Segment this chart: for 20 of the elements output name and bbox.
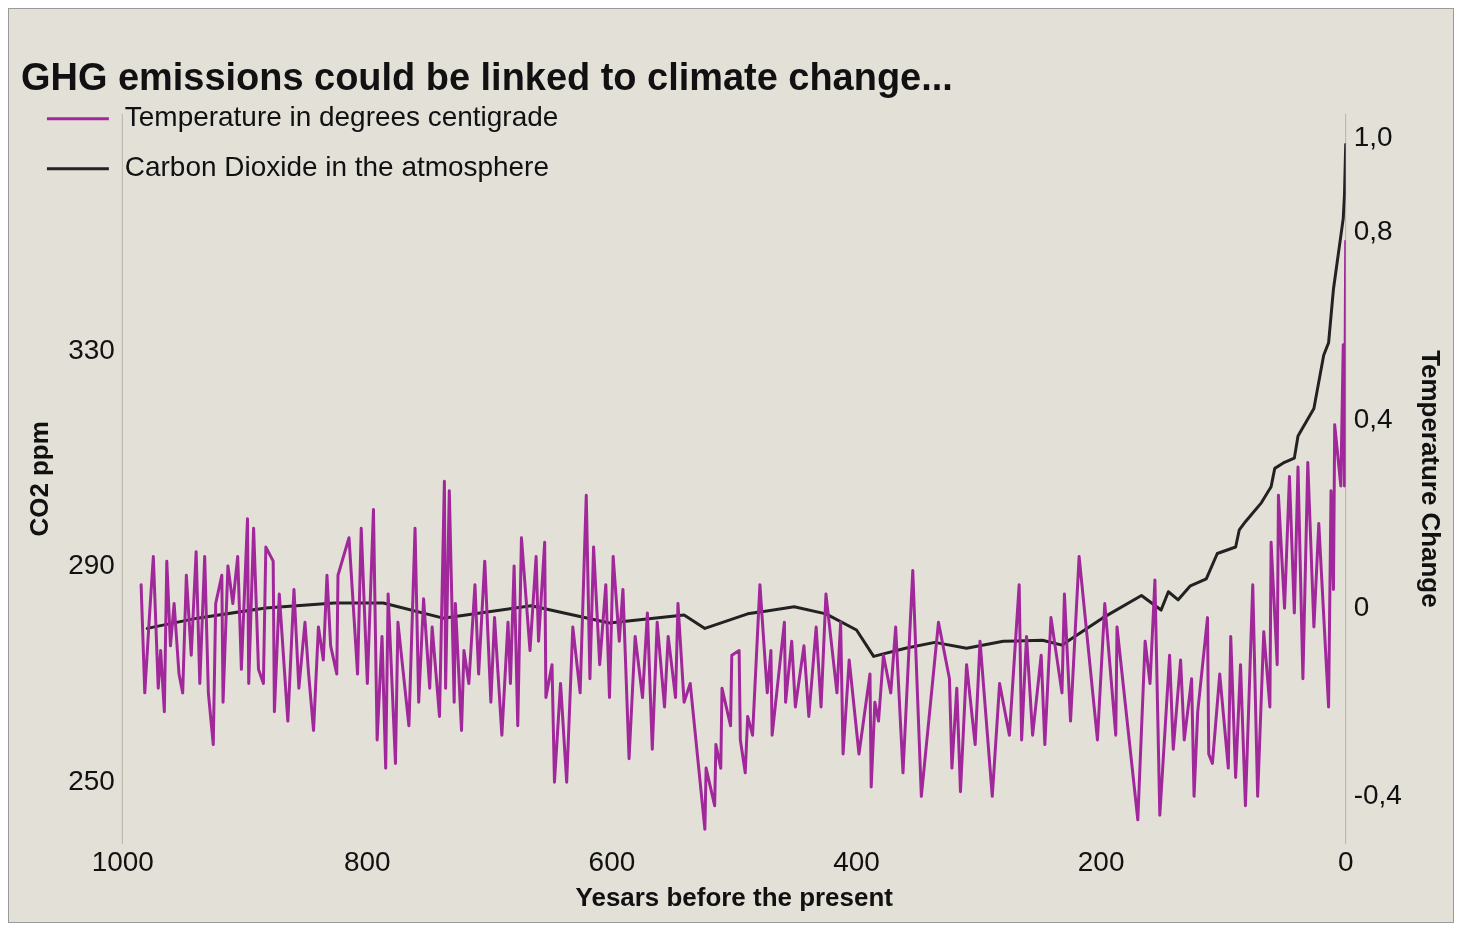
chart-title: GHG emissions could be linked to climate change...	[20, 56, 953, 99]
y2-tick-label: 0,4	[1353, 402, 1393, 434]
x-tick-label: 0	[1337, 845, 1354, 877]
x-tick-label: 200	[1077, 845, 1125, 877]
y-tick-label: 330	[68, 333, 115, 365]
legend-label: Temperature in degrees centigrade	[124, 101, 559, 133]
y2-tick-label: 0,8	[1353, 214, 1393, 246]
y-tick-label: 250	[68, 764, 115, 796]
y2-tick-label: 1,0	[1353, 120, 1393, 152]
x-axis-title: Yesars before the present	[575, 882, 894, 911]
x-tick-label: 400	[833, 845, 880, 877]
y2-tick-label: -0,4	[1353, 779, 1402, 811]
legend-label: Carbon Dioxide in the atmosphere	[124, 151, 549, 183]
y2-tick-label: 0	[1353, 590, 1370, 622]
y2-axis-title: Temperature Change	[1417, 350, 1446, 608]
y-tick-label: 290	[68, 549, 115, 581]
x-tick-label: 1000	[91, 845, 154, 877]
x-tick-label: 600	[588, 845, 636, 877]
x-tick-label: 800	[344, 845, 391, 877]
y-axis-title: CO2 ppm	[24, 421, 53, 537]
